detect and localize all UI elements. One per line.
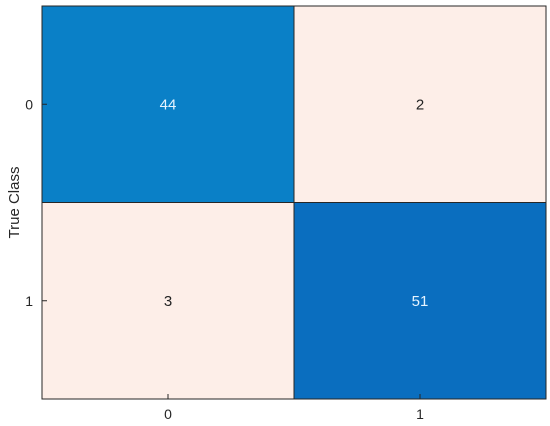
heatmap-cell-r1-c1 <box>293 202 547 400</box>
heatmap-cell-r0-c0 <box>41 5 295 203</box>
y-tick-label-0: 0 <box>25 96 33 112</box>
ticks-layer: 0 1 0 1 <box>25 96 424 422</box>
heatmap-cell-r0-c1 <box>293 5 547 203</box>
labels-layer: 44 2 3 51 <box>160 96 429 310</box>
x-tick-label-0: 0 <box>164 406 172 422</box>
x-tick-label-1: 1 <box>416 406 424 422</box>
cell-value-r1-c0: 3 <box>164 293 172 310</box>
cell-value-r1-c1: 51 <box>412 293 429 310</box>
cell-value-r0-c0: 44 <box>160 96 177 113</box>
y-axis-title: True Class <box>6 167 23 239</box>
heatmap-cell-r1-c0 <box>41 202 295 400</box>
plot-frame <box>41 5 547 400</box>
cells-layer <box>41 5 547 400</box>
cell-value-r0-c1: 2 <box>416 96 424 113</box>
y-tick-label-1: 1 <box>25 293 33 309</box>
